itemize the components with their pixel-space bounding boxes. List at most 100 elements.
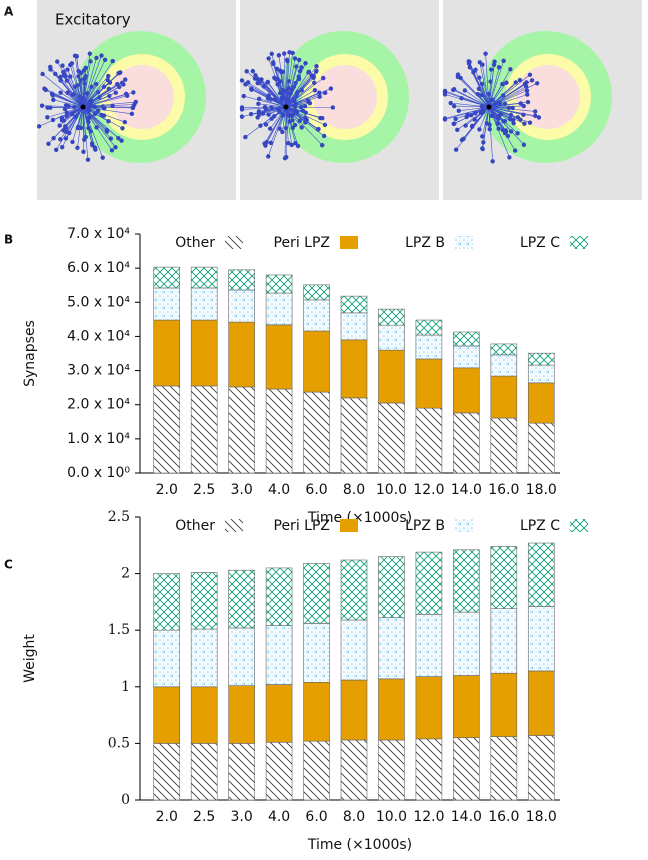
synapse-dot (45, 115, 49, 119)
synapse-dot (525, 88, 529, 92)
synapse-dot (65, 67, 69, 71)
synapse-dot (510, 106, 514, 110)
synapse-dot (488, 127, 492, 131)
synapse-dot (492, 60, 496, 64)
synapse-dot (60, 63, 64, 67)
synapse-dot (455, 128, 459, 132)
bar-segment (266, 742, 292, 800)
synapse-dot (499, 112, 503, 116)
bar-segment (229, 270, 255, 290)
bar-segment (416, 614, 442, 676)
synapse-dot (293, 141, 297, 145)
soma (81, 105, 86, 110)
y-tick-label: 0.5 (108, 735, 130, 751)
synapse-dot (518, 78, 522, 82)
synapse-dot (507, 106, 511, 110)
synapse-dot (258, 123, 262, 127)
synapse-dot (522, 121, 526, 125)
synapse-dot (86, 116, 90, 120)
synapse-dot (535, 81, 539, 85)
bar-segment (304, 563, 330, 623)
synapse-dot (309, 73, 313, 77)
y-tick-label: 2.0 x 10⁴ (67, 397, 130, 413)
synapse-dot (253, 76, 257, 80)
x-tick-label: 2.0 (156, 809, 178, 825)
synapse-dot (240, 107, 244, 111)
synapse-dot (255, 81, 259, 85)
bar-segment (491, 355, 517, 376)
synapse-dot (270, 52, 274, 56)
synapse-dot (452, 87, 456, 91)
bar-segment (453, 346, 479, 368)
synapse-dot (501, 59, 505, 63)
bar-segment (453, 675, 479, 737)
bar-segment (341, 620, 367, 680)
synapse-dot (90, 143, 94, 147)
synapse-dot (465, 113, 469, 117)
synapse-dot (460, 138, 464, 142)
y-axis-label: Weight (22, 634, 38, 683)
synapse-dot (504, 129, 508, 133)
synapse-dot (526, 100, 530, 104)
y-tick-label: 2.5 (108, 509, 130, 525)
synapse-dot (106, 74, 110, 78)
zone-inner (516, 65, 580, 129)
synapse-dot (58, 90, 62, 94)
synapse-dot (60, 118, 64, 122)
synapse-dot (515, 131, 519, 135)
synapse-dot (123, 120, 127, 124)
bar-segment (528, 671, 554, 736)
synapse-dot (299, 65, 303, 69)
x-axis-label: Time (×1000s) (307, 837, 412, 853)
soma (487, 105, 492, 110)
synapse-dot (480, 82, 484, 86)
synapse-dot (105, 128, 109, 132)
synapse-dot (249, 87, 253, 91)
synapse-dot (259, 77, 263, 81)
bar-segment (416, 359, 442, 408)
synapse-dot (123, 77, 127, 81)
legend-label: LPZ B (405, 518, 445, 534)
synapse-dot (283, 156, 287, 160)
x-tick-label: 14.0 (451, 482, 482, 498)
synapse-dot (245, 69, 249, 73)
synapse-dot (54, 148, 58, 152)
synapse-dot (266, 56, 270, 60)
synapse-dot (57, 123, 61, 127)
synapse-dot (280, 130, 284, 134)
bar-segment (154, 320, 180, 386)
synapse-dot (528, 120, 532, 124)
synapse-dot (322, 134, 326, 138)
synapse-dot (257, 109, 261, 113)
synapse-dot (92, 104, 96, 108)
y-tick-label: 1.5 (108, 622, 130, 638)
legend-swatch (225, 236, 243, 249)
synapse-dot (471, 70, 475, 74)
bar-segment (266, 568, 292, 626)
x-tick-label: 16.0 (488, 809, 519, 825)
synapse-dot (81, 150, 85, 154)
synapse-dot (285, 58, 289, 62)
synapse-dot (443, 117, 447, 121)
synapse-dot (472, 117, 476, 121)
bar-segment (378, 325, 404, 350)
bar-segment (491, 673, 517, 736)
bar-segment (528, 606, 554, 671)
synapse-dot (70, 140, 74, 144)
x-tick-label: 6.0 (305, 482, 327, 498)
synapse-dot (313, 88, 317, 92)
y-tick-label: 1.0 x 10⁴ (67, 431, 130, 447)
synapse-dot (516, 115, 520, 119)
synapse-dot (256, 102, 260, 106)
y-tick-label: 0 (121, 792, 130, 808)
bar-segment (491, 344, 517, 355)
bar-segment (453, 332, 479, 346)
synapse-dot (312, 81, 316, 85)
bar-segment (229, 743, 255, 800)
y-tick-label: 6.0 x 10⁴ (67, 260, 130, 276)
x-tick-label: 16.0 (488, 482, 519, 498)
synapse-dot (453, 117, 457, 121)
synapse-dot (321, 76, 325, 80)
bar-segment (191, 743, 217, 800)
bar-segment (154, 267, 180, 288)
